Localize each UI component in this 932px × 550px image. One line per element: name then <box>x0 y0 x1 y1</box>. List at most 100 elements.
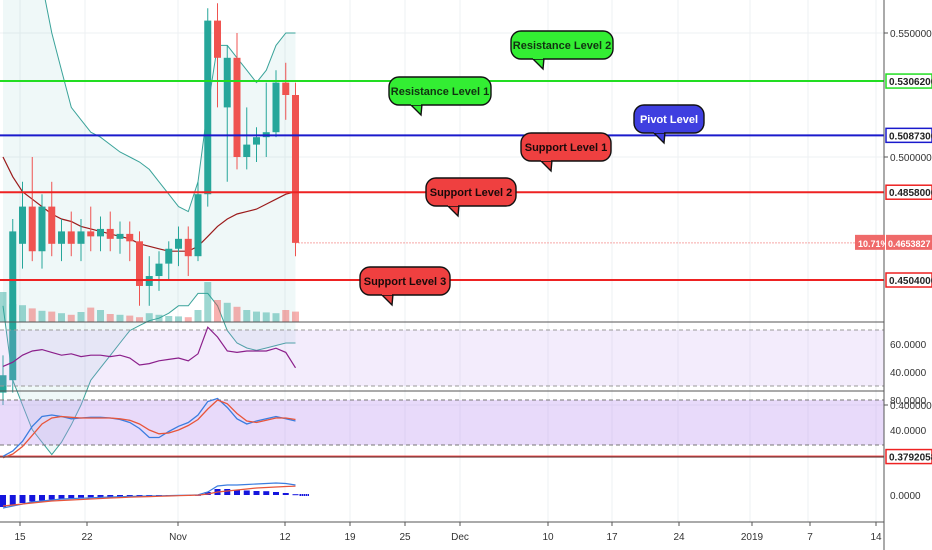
macd-histogram-bar-2 <box>19 495 26 503</box>
time-tick-12: 14 <box>870 522 882 543</box>
candle-body-28 <box>272 82 280 133</box>
candle-body-30 <box>292 95 299 243</box>
stochastic-band-fill <box>0 400 884 445</box>
time-tick-label-6: Dec <box>451 532 469 543</box>
macd-histogram-bar-4 <box>39 495 45 501</box>
bubble-body-1 <box>388 76 492 106</box>
time-tick-4: 19 <box>344 522 356 543</box>
macd-histogram-bar-27 <box>263 491 270 495</box>
bollinger-bands <box>2 0 296 456</box>
candles <box>0 3 884 405</box>
rsi-band-fill <box>0 330 884 386</box>
bubble-body-0 <box>510 30 614 60</box>
level-bubble-label-1: Resistance Level 1 <box>391 86 489 98</box>
bubble-joint-5 <box>382 292 392 295</box>
level-bubble-5: Support Level 3 <box>359 266 451 307</box>
macd-histogram-bar-13 <box>126 495 133 497</box>
bubble-joint-3 <box>541 158 551 161</box>
candle-body-18 <box>175 238 182 249</box>
stochastic-panel <box>0 397 884 459</box>
panel-separators <box>0 0 885 550</box>
macd-histogram-tail-4 <box>307 494 309 496</box>
grid-lines <box>0 0 884 522</box>
candle-body-4 <box>38 206 46 252</box>
volume-bar-20 <box>194 310 202 322</box>
macd-histogram-tail-1 <box>301 494 303 496</box>
time-tick-label-12: 14 <box>870 532 882 543</box>
candle-body-16 <box>155 263 163 277</box>
current-price-label: 0.4653827 <box>888 239 931 249</box>
candle-body-11 <box>106 228 114 239</box>
volume-bar-12 <box>116 314 124 322</box>
macd-histogram-bar-25 <box>243 490 250 495</box>
time-tick-label-2: Nov <box>169 532 187 543</box>
time-tick-label-7: 10 <box>542 532 554 543</box>
candle-body-7 <box>67 231 75 244</box>
macd-signal-line <box>2 485 296 507</box>
bubble-joint-1 <box>411 102 421 105</box>
macd-histogram-tail-2 <box>303 494 305 496</box>
bubble-joint-2 <box>654 130 664 133</box>
macd-tick-label-0: 0.0000 <box>890 491 921 502</box>
macd-histogram-bar-23 <box>224 489 231 495</box>
volume-bar-14 <box>136 317 143 322</box>
rsi-panel <box>0 326 884 387</box>
volume-bar-17 <box>165 316 173 322</box>
volume-bar-0 <box>0 292 7 322</box>
stochastic-d-line <box>2 399 296 459</box>
volume-bar-6 <box>58 313 65 322</box>
time-tick-8: 17 <box>606 522 618 543</box>
candle-body-24 <box>233 57 241 157</box>
volume-bar-2 <box>19 305 26 322</box>
volume-bar-5 <box>48 311 56 322</box>
time-tick-label-5: 25 <box>399 532 411 543</box>
change-label: 10.71% <box>858 239 889 249</box>
volume-bar-25 <box>243 310 251 322</box>
candle-body-5 <box>48 206 56 244</box>
change-tag <box>855 234 885 250</box>
level-bubble-0: Resistance Level 2 <box>510 30 614 71</box>
macd-histogram-bar-0 <box>0 495 6 507</box>
time-tick-6: Dec <box>451 522 469 543</box>
candle-body-3 <box>28 206 36 252</box>
macd-histogram-bar-7 <box>68 495 75 499</box>
level-price-label-2: 0.5087300 <box>889 131 932 142</box>
macd-histogram-bar-1 <box>9 495 16 505</box>
volume-bar-22 <box>214 300 221 322</box>
macd-histogram-bar-24 <box>234 490 240 495</box>
time-tick-label-9: 24 <box>673 532 685 543</box>
volume-bar-8 <box>77 312 85 322</box>
level-bubble-1: Resistance Level 1 <box>388 76 492 117</box>
level-price-tag-2 <box>885 127 932 144</box>
current-price-tag <box>886 234 932 250</box>
volume-bar-13 <box>126 315 134 322</box>
volume-bar-28 <box>272 313 280 322</box>
candle-body-1 <box>9 231 17 381</box>
price-axis[interactable]: 0.60000000.55000000.50000000.40000000.56… <box>855 0 932 502</box>
volume-bar-19 <box>184 317 192 322</box>
level-bubble-4: Support Level 2 <box>425 177 517 218</box>
macd-histogram-bar-3 <box>29 495 36 502</box>
time-axis[interactable]: 15 22 Nov 12 19 25 Dec 10 17 24 2019 7 14 <box>14 522 882 543</box>
rsi-tick-label-0: 60.0000 <box>890 340 927 351</box>
candle-body-0 <box>0 375 7 393</box>
time-tick-label-0: 15 <box>14 532 26 543</box>
level-price-label-1: 0.5306200 <box>889 77 932 88</box>
level-price-tag-4 <box>885 272 932 288</box>
candle-body-17 <box>165 248 173 264</box>
time-tick-label-4: 19 <box>344 532 356 543</box>
candle-body-13 <box>126 233 134 242</box>
time-tick-label-11: 7 <box>807 532 813 543</box>
macd-histogram-bar-5 <box>48 495 55 500</box>
volume-bar-7 <box>67 314 75 322</box>
level-bubble-2: Pivot Level <box>633 104 705 145</box>
candle-body-20 <box>194 194 202 257</box>
level-price-label-5: 0.3792058 <box>889 453 932 464</box>
time-tick-7: 10 <box>542 522 554 543</box>
level-price-tag-5 <box>885 448 932 465</box>
time-tick-1: 22 <box>81 522 93 543</box>
level-bubble-label-4: Support Level 2 <box>430 187 513 199</box>
